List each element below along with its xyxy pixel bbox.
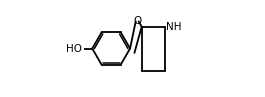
Text: NH: NH	[166, 22, 182, 32]
Text: O: O	[133, 16, 141, 26]
Text: HO: HO	[66, 43, 82, 54]
